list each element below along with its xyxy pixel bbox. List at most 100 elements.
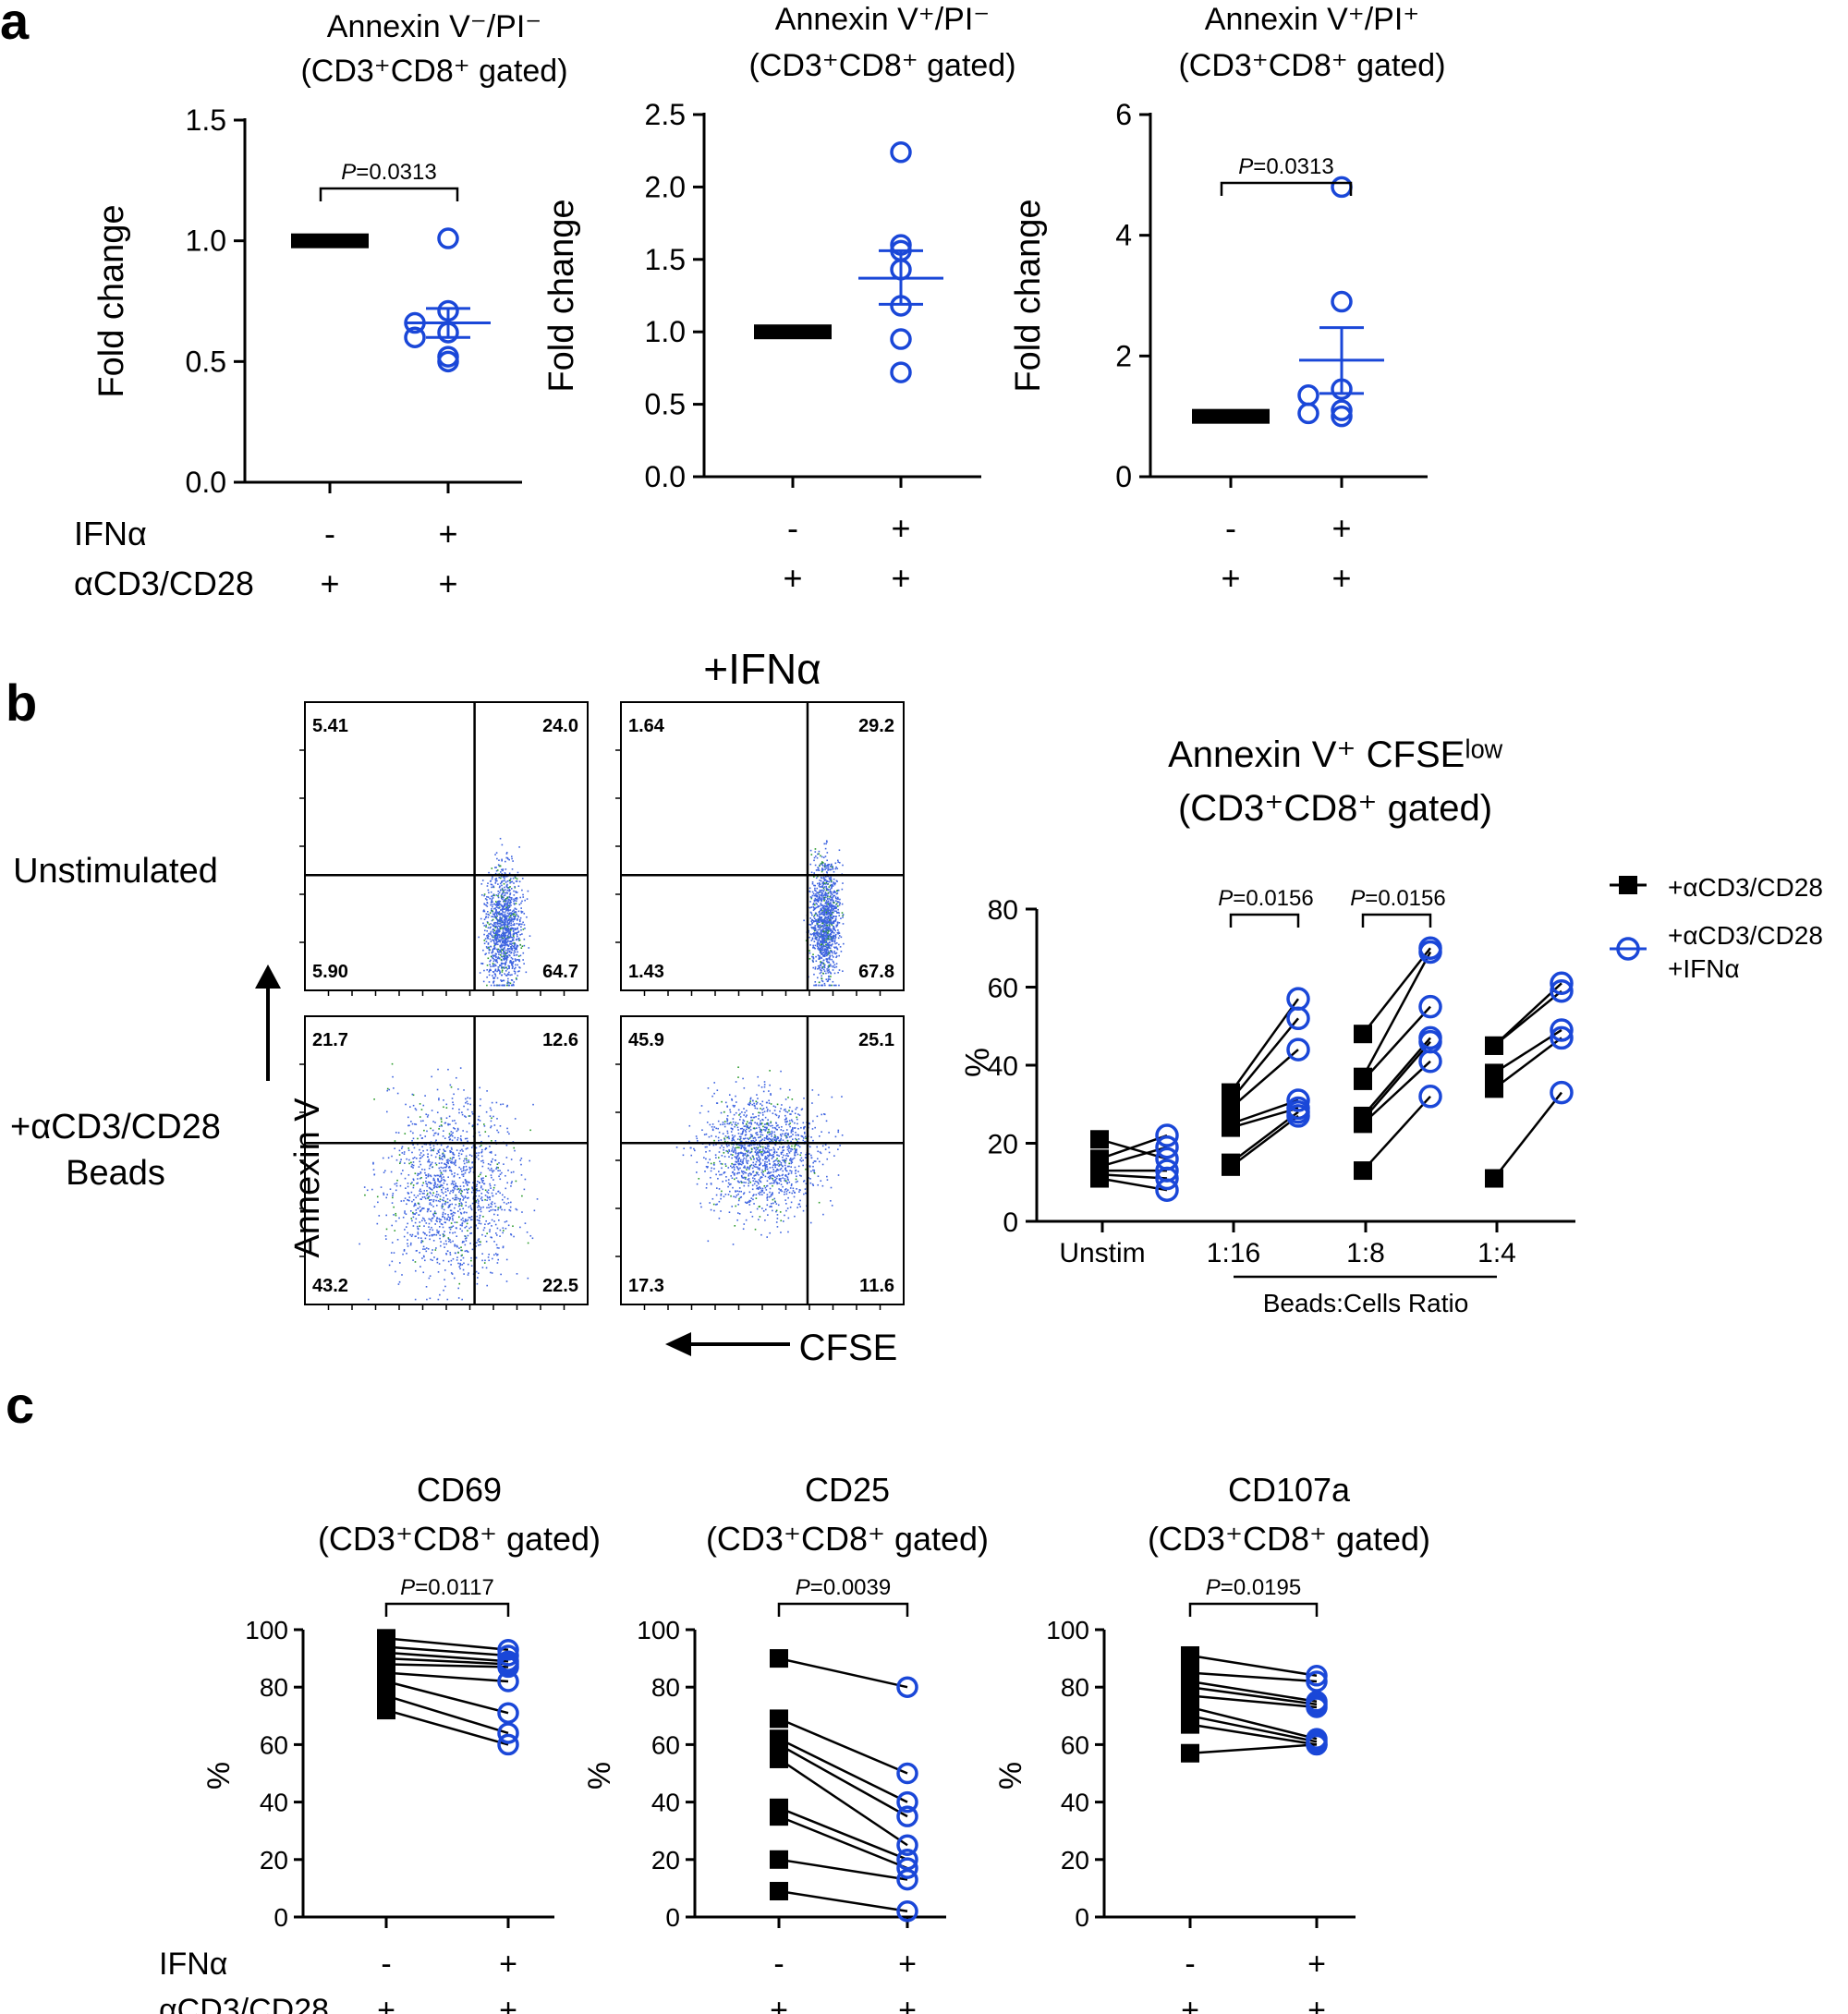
ifn-point — [1331, 290, 1353, 313]
flow-event — [832, 930, 833, 933]
flow-event — [777, 1169, 780, 1171]
flow-event — [428, 1159, 430, 1161]
flow-event — [502, 1103, 505, 1105]
flow-event — [469, 1205, 472, 1207]
flow-event — [436, 1217, 438, 1219]
flow-event — [395, 1189, 397, 1192]
flow-event — [798, 1174, 801, 1177]
flow-event — [820, 1152, 822, 1155]
flow-event — [486, 905, 489, 907]
flow-event — [456, 1188, 458, 1191]
flow-event — [826, 952, 828, 953]
flow-event — [498, 984, 501, 987]
flow-event — [515, 1207, 517, 1210]
flow-event — [484, 916, 487, 919]
quadrant-ul: 21.7 — [312, 1030, 348, 1050]
flow-event — [786, 1146, 788, 1148]
flow-event — [484, 1198, 486, 1201]
flow-event — [511, 917, 513, 919]
flow-event — [489, 1198, 492, 1201]
flow-event — [826, 949, 828, 952]
flow-event — [523, 963, 525, 965]
flow-event — [724, 1194, 727, 1195]
flow-event — [784, 1188, 786, 1191]
chart-title: Annexin V⁺/PI⁺ — [1205, 2, 1419, 37]
flow-event — [439, 1148, 441, 1151]
flow-event — [780, 1070, 782, 1073]
flow-event — [737, 1163, 740, 1166]
flow-event — [733, 1195, 735, 1198]
flow-event — [407, 1198, 408, 1201]
flow-event — [405, 1103, 407, 1106]
flow-event — [788, 1135, 791, 1138]
flow-event — [510, 943, 513, 945]
flow-event — [770, 1195, 772, 1197]
flow-event — [389, 1188, 392, 1191]
flow-event — [458, 1282, 461, 1285]
flow-event — [491, 1236, 492, 1239]
flow-event — [759, 1180, 761, 1183]
flow-event — [750, 1134, 753, 1136]
flow-event — [743, 1166, 745, 1169]
flow-event — [502, 935, 505, 937]
flow-event — [403, 1235, 406, 1238]
flow-event — [774, 1135, 776, 1137]
column-title: +IFNα — [703, 645, 821, 693]
flow-event — [682, 1154, 685, 1157]
flow-event — [835, 903, 838, 905]
flow-event — [710, 1162, 712, 1165]
flow-event — [824, 940, 826, 941]
flow-event — [784, 1133, 786, 1135]
flow-event — [749, 1173, 752, 1176]
flow-event — [517, 955, 520, 957]
flow-event — [459, 1268, 461, 1270]
flow-event — [820, 971, 822, 974]
flow-event — [432, 1134, 435, 1136]
flow-event — [512, 945, 515, 948]
flow-event — [837, 937, 840, 940]
flow-event — [769, 1110, 771, 1112]
flow-event — [502, 1227, 505, 1230]
flow-event — [491, 952, 492, 954]
flow-event — [822, 1213, 824, 1216]
flow-event — [827, 928, 830, 929]
flow-event — [409, 1233, 411, 1236]
flow-event — [830, 904, 833, 907]
flow-event — [774, 1164, 776, 1167]
flow-event — [812, 928, 815, 930]
flow-event — [766, 1184, 769, 1187]
flow-event — [432, 1206, 434, 1207]
flow-event — [502, 963, 504, 965]
flow-event — [511, 910, 514, 913]
flow-event — [461, 1173, 463, 1176]
flow-event — [444, 1200, 447, 1203]
flow-event — [742, 1159, 745, 1161]
flow-event — [776, 1182, 778, 1183]
flow-event — [766, 1236, 769, 1238]
flow-event — [813, 940, 816, 942]
flow-event — [821, 916, 823, 918]
flow-event — [815, 906, 818, 909]
flow-event — [832, 868, 834, 870]
flow-event — [487, 1192, 490, 1195]
flow-event — [813, 859, 815, 862]
flow-event — [496, 903, 498, 905]
flow-event — [503, 933, 505, 936]
flow-event — [734, 1174, 736, 1176]
flow-event — [516, 898, 518, 900]
flow-event — [483, 969, 485, 972]
flow-event — [835, 965, 838, 968]
flow-event — [433, 1174, 436, 1177]
flow-event — [752, 1171, 755, 1172]
flow-event — [824, 908, 827, 910]
flow-event — [825, 894, 828, 896]
flow-event — [821, 943, 823, 946]
flow-event — [758, 1124, 760, 1126]
flow-event — [822, 972, 824, 975]
flow-event — [506, 938, 509, 940]
flow-event — [427, 1156, 429, 1159]
flow-event — [488, 948, 491, 951]
flow-event — [824, 863, 826, 865]
flow-event — [827, 943, 830, 945]
flow-event — [758, 1136, 760, 1139]
